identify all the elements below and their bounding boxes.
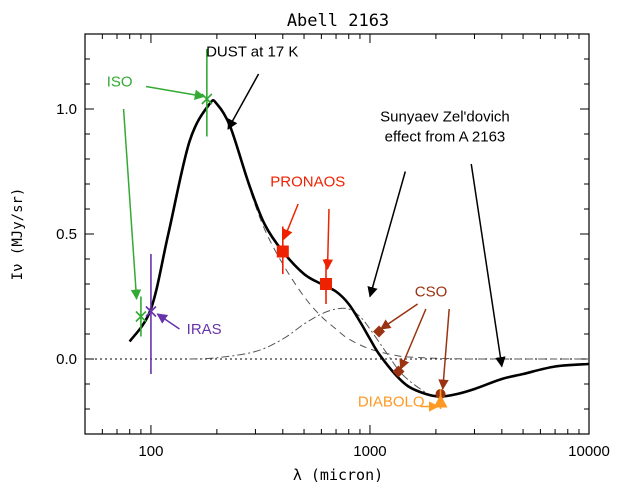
iso-arrow	[145, 85, 206, 101]
y-tick-label: 0.5	[56, 226, 77, 243]
cso-arrow	[399, 308, 427, 370]
axis-ticks: 100 1000 10000 0.0 0.5 1.0	[56, 34, 610, 460]
iras-label: IRAS	[187, 321, 222, 338]
total-model-curve	[128, 98, 590, 398]
iso-data-point	[135, 310, 147, 323]
sunyaev-zel-dovich-arrow	[367, 171, 407, 298]
sz-component-curve	[189, 307, 590, 398]
x-tick-label: 100	[138, 443, 163, 460]
iras-arrow	[156, 313, 180, 330]
sunyaev-zel-dovich-label: Sunyaev Zel'dovich	[380, 109, 510, 126]
iso-label: ISO	[107, 74, 133, 91]
y-tick-label: 0.0	[56, 351, 77, 368]
pronaos-arrow	[322, 208, 333, 271]
annotations: DUST at 17 K ISO IRAS PRONAOS CSO DIABOLO Suny…	[107, 44, 510, 412]
y-tick-label: 1.0	[56, 101, 77, 118]
cso-arrow	[379, 303, 419, 330]
iras-data-point	[145, 305, 157, 318]
model-curves	[128, 98, 590, 398]
iso-arrow	[122, 108, 142, 301]
sunyaev-zel-dovich-arrow	[470, 163, 506, 368]
plot-frame	[84, 33, 590, 435]
pronaos-arrow	[282, 203, 299, 240]
cso-arrow	[438, 308, 450, 391]
x-axis-label: λ (micron)	[293, 466, 383, 484]
pronaos-data-point	[276, 245, 289, 258]
y-axis-label: Iν (MJy/sr)	[10, 188, 26, 281]
pronaos-data-point	[320, 278, 333, 290]
dust-at-17-k-label: DUST at 17 K	[206, 44, 298, 61]
diabolo-label: DIABOLO	[358, 394, 425, 411]
dust-at-17-k-arrow	[227, 73, 260, 130]
cso-label: CSO	[415, 284, 448, 301]
x-tick-label: 1000	[353, 443, 386, 460]
chart-title: Abell 2163	[287, 11, 389, 31]
sunyaev-zel-dovich-label: effect from A 2163	[385, 129, 506, 146]
pronaos-label: PRONAOS	[270, 174, 345, 191]
data-points	[135, 49, 448, 409]
x-tick-label: 10000	[568, 443, 610, 460]
cso-data-point	[392, 365, 405, 378]
